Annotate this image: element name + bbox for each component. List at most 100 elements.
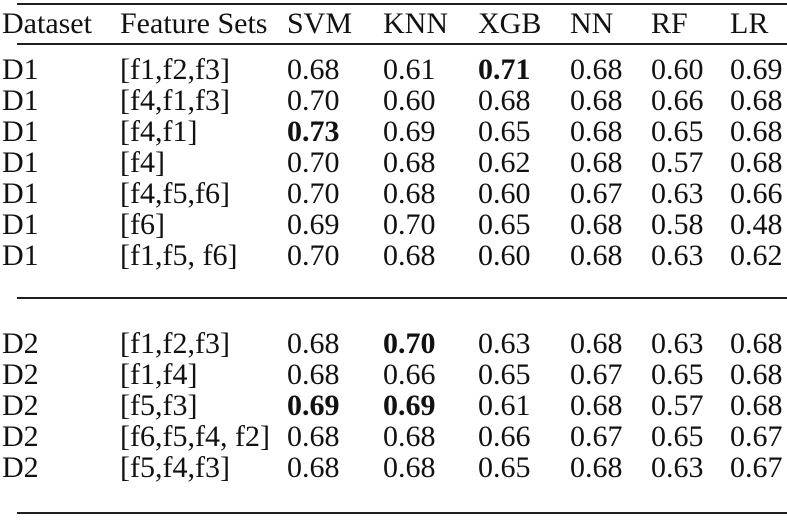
dataset-cell: D1 <box>2 177 39 210</box>
score-cell: 0.68 <box>730 389 783 422</box>
score-cell: 0.61 <box>383 53 436 86</box>
score-cell: 0.67 <box>730 451 783 484</box>
score-cell: 0.69 <box>287 208 340 241</box>
score-cell: 0.63 <box>651 451 704 484</box>
score-cell: 0.66 <box>651 84 704 117</box>
feature-set-cell: [f4] <box>120 146 165 179</box>
score-cell: 0.65 <box>651 115 704 148</box>
table-header-row: Dataset Feature Sets SVM KNN XGB NN RF LR <box>0 8 787 39</box>
score-cell: 0.69 <box>287 389 340 422</box>
table-row: D1 [f1,f2,f3] 0.68 0.61 0.71 0.68 0.60 0.69 <box>0 54 787 85</box>
table-section-d1: D1 [f1,f2,f3] 0.68 0.61 0.71 0.68 0.60 0.69 D1 [f… <box>0 54 787 271</box>
dataset-cell: D2 <box>2 420 39 453</box>
score-cell: 0.60 <box>383 84 436 117</box>
score-cell: 0.65 <box>478 115 531 148</box>
score-cell: 0.48 <box>730 208 783 241</box>
score-cell: 0.66 <box>730 177 783 210</box>
score-cell: 0.68 <box>570 53 623 86</box>
score-cell: 0.65 <box>478 451 531 484</box>
score-cell: 0.63 <box>651 239 704 272</box>
table-row: D2 [f6,f5,f4, f2] 0.68 0.68 0.66 0.67 0.65 0.67 <box>0 421 787 452</box>
score-cell: 0.70 <box>287 84 340 117</box>
dataset-cell: D1 <box>2 146 39 179</box>
table-bottom-rule <box>17 512 787 514</box>
score-cell: 0.68 <box>287 327 340 360</box>
score-cell: 0.63 <box>651 177 704 210</box>
score-cell: 0.68 <box>287 53 340 86</box>
column-header-lr: LR <box>730 7 769 40</box>
score-cell: 0.57 <box>651 146 704 179</box>
score-cell: 0.65 <box>651 420 704 453</box>
score-cell: 0.68 <box>570 84 623 117</box>
feature-set-cell: [f4,f5,f6] <box>120 177 230 210</box>
feature-set-cell: [f1,f5, f6] <box>120 239 238 272</box>
score-cell: 0.68 <box>383 239 436 272</box>
dataset-cell: D1 <box>2 115 39 148</box>
dataset-cell: D1 <box>2 84 39 117</box>
score-cell: 0.70 <box>383 208 436 241</box>
feature-set-cell: [f6,f5,f4, f2] <box>120 420 270 453</box>
score-cell: 0.66 <box>478 420 531 453</box>
score-cell: 0.67 <box>570 420 623 453</box>
table-row: D2 [f1,f2,f3] 0.68 0.70 0.63 0.68 0.63 0.68 <box>0 328 787 359</box>
feature-set-cell: [f5,f3] <box>120 389 198 422</box>
feature-set-cell: [f4,f1] <box>120 115 198 148</box>
dataset-cell: D2 <box>2 327 39 360</box>
header-divider-rule <box>17 43 787 45</box>
table-row: D1 [f1,f5, f6] 0.70 0.68 0.60 0.68 0.63 0.62 <box>0 240 787 271</box>
score-cell: 0.68 <box>478 84 531 117</box>
score-cell: 0.63 <box>478 327 531 360</box>
score-cell: 0.68 <box>383 451 436 484</box>
score-cell: 0.67 <box>570 177 623 210</box>
score-cell: 0.68 <box>730 115 783 148</box>
feature-set-cell: [f1,f2,f3] <box>120 53 230 86</box>
score-cell: 0.68 <box>570 451 623 484</box>
section-divider-rule <box>17 297 787 299</box>
score-cell: 0.68 <box>287 358 340 391</box>
score-cell: 0.61 <box>478 389 531 422</box>
table-row: D1 [f4,f5,f6] 0.70 0.68 0.60 0.67 0.63 0.66 <box>0 178 787 209</box>
feature-set-cell: [f1,f4] <box>120 358 198 391</box>
score-cell: 0.73 <box>287 115 340 148</box>
score-cell: 0.62 <box>730 239 783 272</box>
table-row: D1 [f4,f1,f3] 0.70 0.60 0.68 0.68 0.66 0.68 <box>0 85 787 116</box>
column-header-knn: KNN <box>383 7 448 40</box>
score-cell: 0.67 <box>570 358 623 391</box>
table-section-d2: D2 [f1,f2,f3] 0.68 0.70 0.63 0.68 0.63 0.68 D2 [f… <box>0 328 787 483</box>
column-header-xgb: XGB <box>478 7 542 40</box>
score-cell: 0.62 <box>478 146 531 179</box>
score-cell: 0.70 <box>287 239 340 272</box>
score-cell: 0.68 <box>383 420 436 453</box>
dataset-cell: D1 <box>2 239 39 272</box>
column-header-svm: SVM <box>287 7 353 40</box>
feature-set-cell: [f5,f4,f3] <box>120 451 230 484</box>
dataset-cell: D1 <box>2 53 39 86</box>
score-cell: 0.68 <box>570 389 623 422</box>
score-cell: 0.71 <box>478 53 531 86</box>
table-row: D1 [f4] 0.70 0.68 0.62 0.68 0.57 0.68 <box>0 147 787 178</box>
score-cell: 0.68 <box>287 420 340 453</box>
score-cell: 0.68 <box>570 208 623 241</box>
score-cell: 0.60 <box>478 177 531 210</box>
feature-set-cell: [f6] <box>120 208 165 241</box>
score-cell: 0.63 <box>651 327 704 360</box>
table-row: D2 [f5,f4,f3] 0.68 0.68 0.65 0.68 0.63 0.67 <box>0 452 787 483</box>
dataset-cell: D2 <box>2 389 39 422</box>
score-cell: 0.66 <box>383 358 436 391</box>
dataset-cell: D2 <box>2 451 39 484</box>
column-header-nn: NN <box>570 7 614 40</box>
score-cell: 0.69 <box>383 115 436 148</box>
table-row: D1 [f6] 0.69 0.70 0.65 0.68 0.58 0.48 <box>0 209 787 240</box>
table-row: D2 [f5,f3] 0.69 0.69 0.61 0.68 0.57 0.68 <box>0 390 787 421</box>
score-cell: 0.65 <box>651 358 704 391</box>
dataset-cell: D2 <box>2 358 39 391</box>
score-cell: 0.60 <box>651 53 704 86</box>
feature-set-cell: [f4,f1,f3] <box>120 84 230 117</box>
score-cell: 0.69 <box>730 53 783 86</box>
score-cell: 0.68 <box>383 177 436 210</box>
score-cell: 0.68 <box>287 451 340 484</box>
score-cell: 0.70 <box>287 146 340 179</box>
score-cell: 0.68 <box>383 146 436 179</box>
score-cell: 0.68 <box>570 146 623 179</box>
